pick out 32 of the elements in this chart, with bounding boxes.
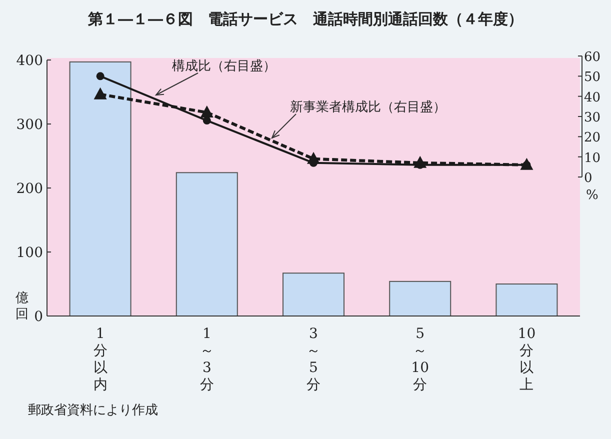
y2-tick-label: 20 — [584, 130, 601, 146]
bar — [176, 172, 238, 316]
y2-axis-title: % — [586, 188, 598, 203]
y2-tick-label: 40 — [584, 90, 601, 106]
x-tick-label: 1分以内 — [93, 326, 108, 393]
y-tick-label: 300 — [16, 117, 43, 133]
y-tick-label: 400 — [16, 53, 43, 69]
bar — [389, 280, 452, 316]
y2-tick-label: 60 — [584, 50, 601, 65]
y-tick-label: 100 — [16, 245, 43, 261]
y2-tick-label: 50 — [584, 70, 601, 86]
point — [94, 87, 107, 100]
title: 第１―１―６図 電話サービス 通話時間別通話回数（４年度） — [88, 10, 523, 28]
x-tick-label: 3～5分 — [306, 326, 320, 393]
y2-tick-label: 10 — [584, 150, 601, 166]
point — [200, 105, 214, 118]
y-tick-label: 0 — [34, 309, 43, 325]
text: 郵政省資料により作成 — [28, 403, 158, 418]
text: 構成比（右目盛） — [172, 59, 276, 74]
point — [202, 116, 211, 125]
y2-tick-label: 30 — [584, 110, 601, 126]
bar — [282, 272, 344, 316]
y-tick-label: 200 — [16, 181, 43, 197]
x-tick-label: 1～3分 — [200, 326, 214, 393]
bar — [69, 61, 132, 316]
text: 新事業者構成比（右目盛） — [290, 100, 446, 115]
y-axis-title: 億回 — [16, 291, 28, 322]
point — [96, 72, 104, 80]
y2-tick-label: 0 — [584, 171, 592, 186]
x-tick-label: 10分以上 — [518, 326, 536, 393]
bar — [496, 284, 558, 316]
x-tick-label: 5～10分 — [411, 326, 430, 393]
